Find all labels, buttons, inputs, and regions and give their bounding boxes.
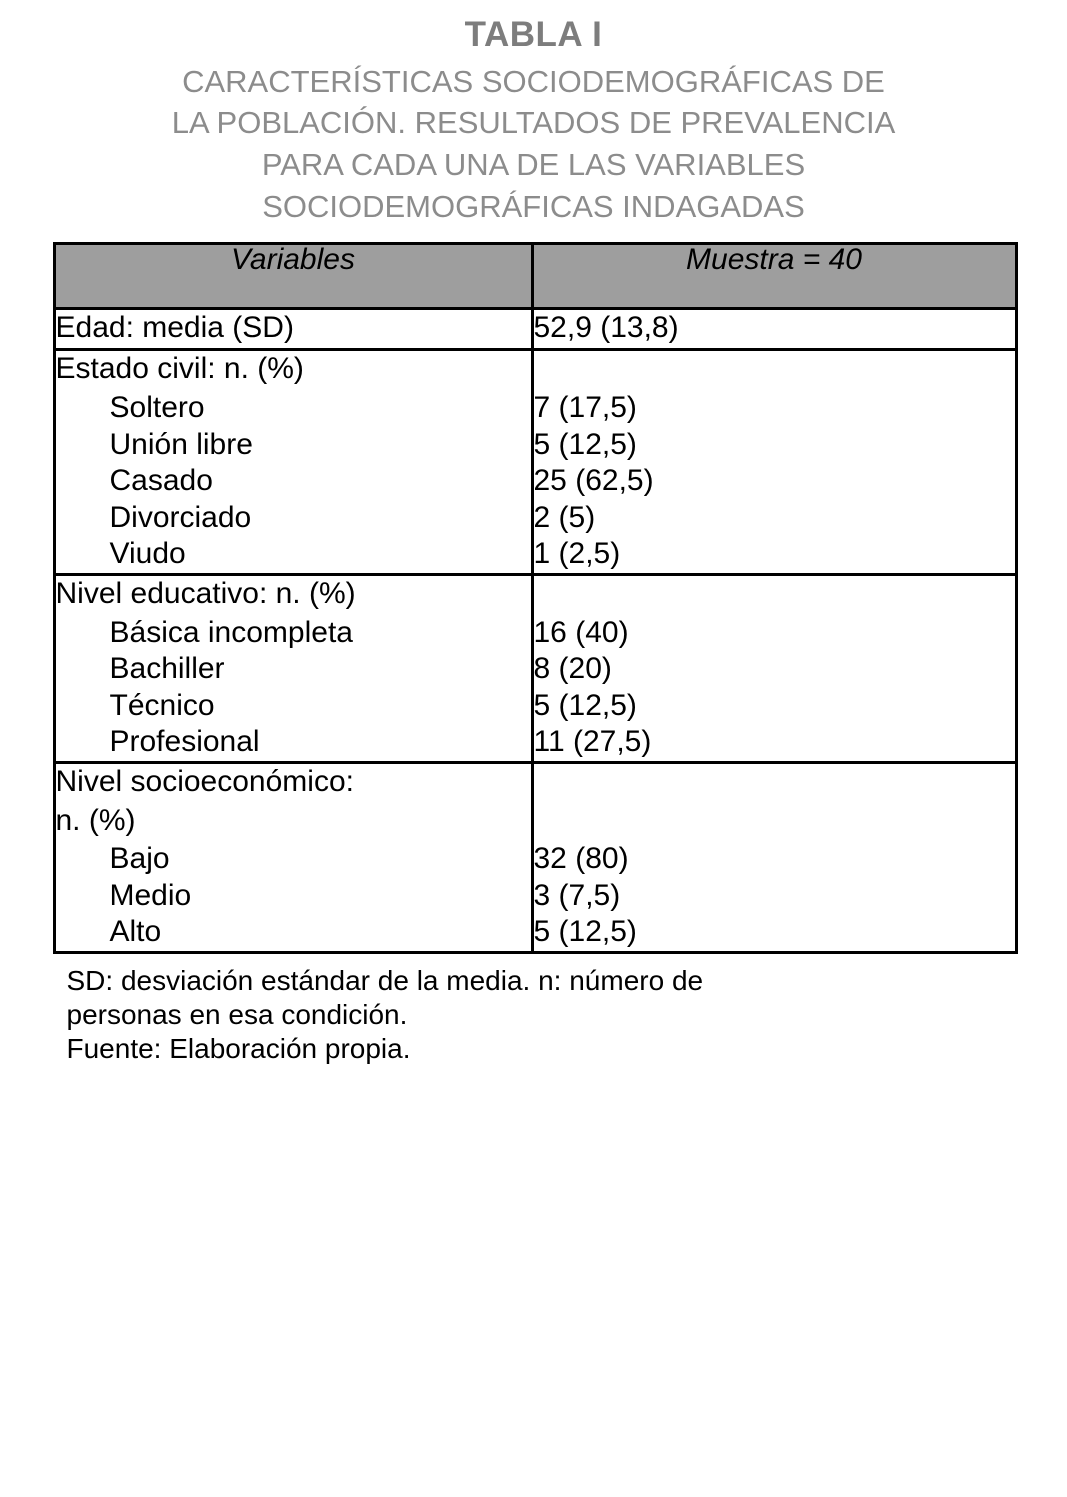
table-header-row: Variables Muestra = 40 bbox=[54, 243, 1016, 310]
row-label: Profesional bbox=[109, 725, 260, 759]
footnote-source: Fuente: Elaboración propia. bbox=[66, 1033, 411, 1065]
row-label: Casado bbox=[109, 464, 213, 498]
value-text: 5 (12,5) bbox=[533, 427, 637, 461]
section-values-estado-civil: 7 (17,5) 5 (12,5) 25 (62,5) 2 (5) 1 (2,5… bbox=[530, 348, 1016, 575]
value-text: 1 (2,5) bbox=[533, 537, 621, 571]
column-header-sample: Muestra = 40 bbox=[530, 243, 1016, 310]
table-caption: CARACTERÍSTICAS SOCIODEMOGRÁFICAS DE LA … bbox=[84, 61, 984, 228]
table-number: TABLA I bbox=[464, 15, 603, 54]
row-label: Medio bbox=[109, 878, 192, 912]
title-block: TABLA I CARACTERÍSTICAS SOCIODEMOGRÁFICA… bbox=[0, 0, 1067, 228]
table-head: Variables Muestra = 40 bbox=[54, 243, 1016, 310]
value-text: 3 (7,5) bbox=[533, 878, 621, 912]
section-values-nivel-educativo: 16 (40) 8 (20) 5 (12,5) 11 (27,5) bbox=[530, 573, 1016, 763]
table-footnotes: SD: desviación estándar de la media. n: … bbox=[53, 964, 1015, 1066]
sociodemographic-table: Variables Muestra = 40 Edad: media (SD) … bbox=[52, 241, 1018, 954]
section-header-value bbox=[534, 351, 1015, 390]
section-header-text: Estado civil: n. (%) bbox=[55, 352, 304, 386]
value-text: 32 (80) bbox=[533, 842, 629, 876]
section-header-text-line2: n. (%) bbox=[55, 803, 136, 837]
value-text: 11 (27,5) bbox=[533, 725, 652, 759]
caption-line-2: LA POBLACIÓN. RESULTADOS DE PREVALENCIA bbox=[171, 105, 896, 141]
value-text: 5 (12,5) bbox=[533, 688, 637, 722]
caption-line-1: CARACTERÍSTICAS SOCIODEMOGRÁFICAS DE bbox=[182, 63, 885, 99]
row-label: Bachiller bbox=[109, 652, 225, 686]
row-label: Unión libre bbox=[109, 427, 253, 461]
value-text: 5 (12,5) bbox=[533, 915, 637, 949]
row-label: Técnico bbox=[109, 688, 215, 722]
column-header-variables: Variables bbox=[54, 243, 532, 310]
row-label: Alto bbox=[109, 915, 162, 949]
section-label-edad: Edad: media (SD) bbox=[54, 308, 532, 350]
value-text: 7 (17,5) bbox=[533, 391, 637, 425]
table-row: Nivel educativo: n. (%) Básica incomplet… bbox=[54, 573, 1016, 763]
table-row: Nivel socioeconómico: n. (%) Bajo Medio … bbox=[54, 761, 1016, 953]
section-header-text: Nivel socioeconómico: bbox=[55, 765, 354, 798]
row-label: Básica incompleta bbox=[109, 615, 353, 649]
section-group-nivel-educativo: Nivel educativo: n. (%) Básica incomplet… bbox=[54, 573, 532, 763]
section-values-nivel-socioeconomico: 32 (80) 3 (7,5) 5 (12,5) bbox=[530, 761, 1016, 953]
row-label: Viudo bbox=[109, 537, 186, 571]
section-header-value bbox=[534, 576, 1015, 615]
value-text: 8 (20) bbox=[533, 652, 612, 686]
footnote-line-1: SD: desviación estándar de la media. n: … bbox=[66, 964, 704, 996]
section-value-edad: 52,9 (13,8) bbox=[530, 308, 1016, 350]
section-header-text: Nivel educativo: n. (%) bbox=[55, 577, 356, 611]
table-body: Edad: media (SD) 52,9 (13,8) Estado civi… bbox=[54, 308, 1016, 953]
table-wrapper: Variables Muestra = 40 Edad: media (SD) … bbox=[52, 241, 1018, 954]
value-text: 2 (5) bbox=[533, 500, 596, 534]
section-header-value-line2 bbox=[534, 803, 1015, 842]
row-label: Soltero bbox=[109, 391, 205, 425]
table-row: Edad: media (SD) 52,9 (13,8) bbox=[54, 308, 1016, 350]
footnote-line-2: personas en esa condición. bbox=[66, 999, 408, 1031]
caption-line-3: PARA CADA UNA DE LAS VARIABLES bbox=[261, 147, 806, 183]
value-text: 25 (62,5) bbox=[533, 464, 654, 498]
table-row: Estado civil: n. (%) Soltero Unión libre… bbox=[54, 348, 1016, 575]
row-label: Divorciado bbox=[109, 500, 252, 534]
section-header-text: Edad: media (SD) bbox=[55, 310, 294, 344]
section-group-nivel-socioeconomico: Nivel socioeconómico: n. (%) Bajo Medio … bbox=[54, 761, 532, 953]
caption-line-4: SOCIODEMOGRÁFICAS INDAGADAS bbox=[262, 189, 805, 225]
section-group-estado-civil: Estado civil: n. (%) Soltero Unión libre… bbox=[54, 348, 532, 575]
section-header-value bbox=[534, 764, 1015, 803]
value-text: 16 (40) bbox=[533, 615, 629, 649]
row-label: Bajo bbox=[109, 842, 170, 876]
value-text: 52,9 (13,8) bbox=[533, 310, 679, 344]
